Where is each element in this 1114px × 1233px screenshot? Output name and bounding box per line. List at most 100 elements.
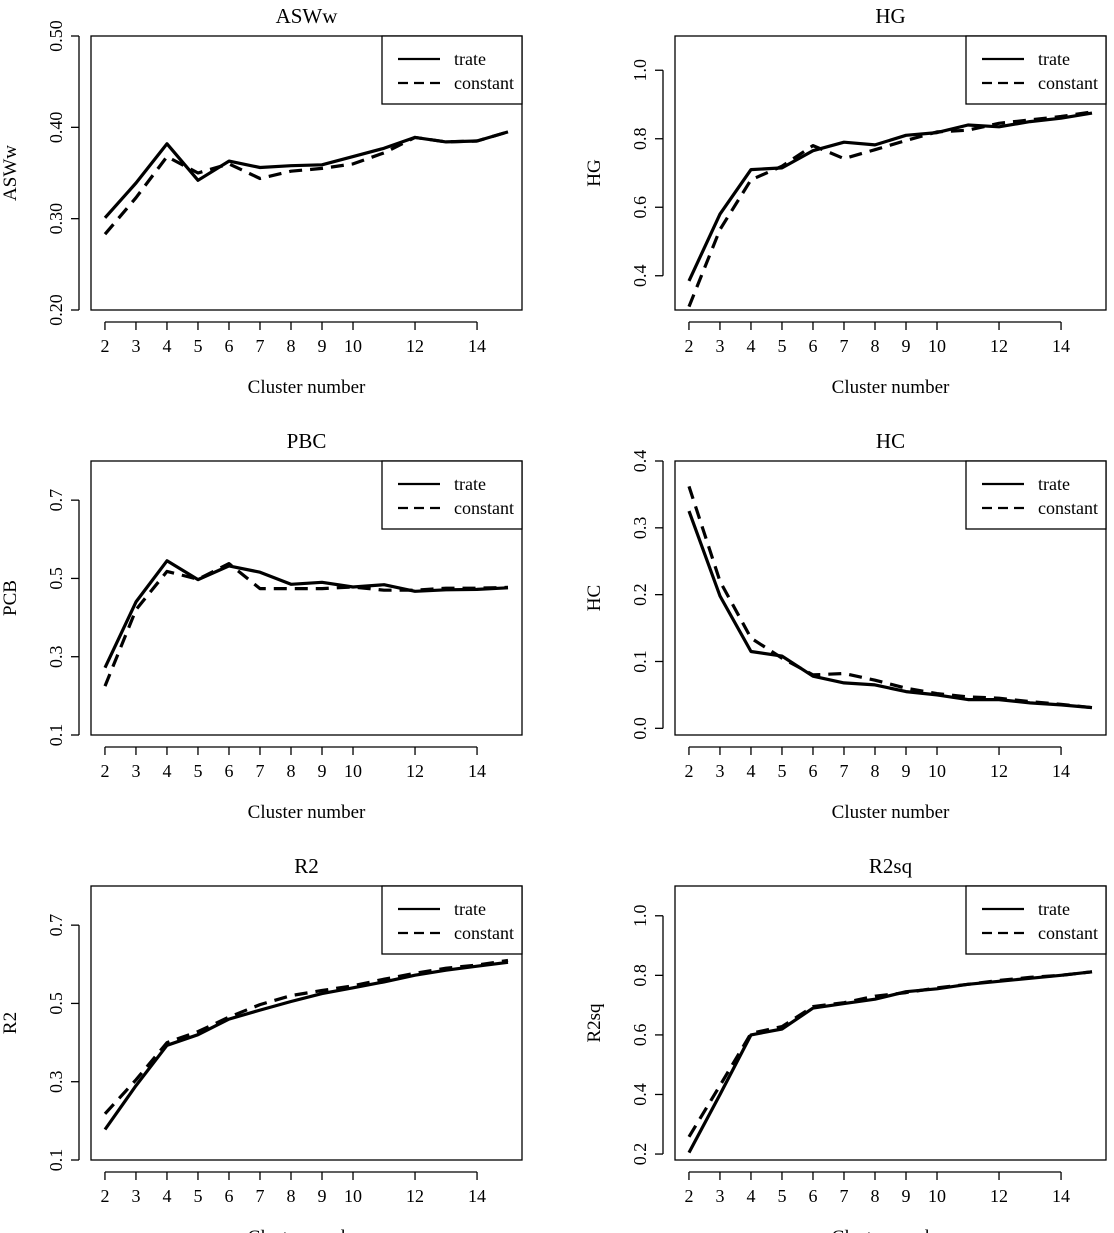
x-tick-label: 6 <box>224 761 233 781</box>
y-axis-label: HC <box>584 585 605 611</box>
x-tick-label: 12 <box>990 336 1008 356</box>
x-axis: 2 3 4 5 6 7 8 9 10 12 14 <box>684 746 1070 781</box>
y-tick-label: 0.2 <box>630 1143 650 1166</box>
x-tick-label: 14 <box>1052 336 1070 356</box>
y-tick-label: 0.6 <box>630 1024 650 1047</box>
x-tick-label: 14 <box>468 336 486 356</box>
x-axis-label: Cluster number <box>832 1227 950 1233</box>
legend: trate constant <box>381 35 523 105</box>
x-axis: 2 3 4 5 6 7 8 9 10 12 14 <box>684 321 1070 356</box>
series-trate <box>103 960 509 1131</box>
x-tick-label: 4 <box>746 1186 755 1206</box>
y-tick-label: 0.2 <box>630 583 650 606</box>
chart-title: R2 <box>294 854 319 878</box>
legend: trate constant <box>381 460 523 530</box>
x-tick-label: 3 <box>715 336 724 356</box>
x-tick-label: 5 <box>777 1186 786 1206</box>
x-tick-label: 7 <box>839 336 848 356</box>
x-tick-label: 12 <box>406 336 424 356</box>
y-axis: 0.1 0.3 0.5 0.7 <box>46 489 80 747</box>
x-tick-label: 4 <box>162 1186 171 1206</box>
x-tick-label: 5 <box>193 1186 202 1206</box>
plot-frame <box>90 35 523 311</box>
y-tick-label: 0.1 <box>46 1149 66 1172</box>
x-tick-label: 8 <box>286 761 295 781</box>
x-tick-label: 12 <box>406 1186 424 1206</box>
x-tick-label: 14 <box>468 1186 486 1206</box>
y-tick-label: 0.3 <box>630 517 650 540</box>
x-tick-label: 8 <box>286 336 295 356</box>
x-tick-label: 8 <box>870 336 879 356</box>
legend-box <box>965 885 1107 955</box>
chart-title: HG <box>875 4 905 28</box>
y-axis: 0.1 0.3 0.5 0.7 <box>46 914 80 1172</box>
x-tick-label: 3 <box>715 1186 724 1206</box>
legend-box <box>381 35 523 105</box>
legend-label-trate: trate <box>1038 899 1070 919</box>
x-tick-label: 7 <box>255 761 264 781</box>
series-trate <box>103 130 509 219</box>
x-tick-label: 10 <box>928 1186 946 1206</box>
y-tick-label: 0.7 <box>46 914 66 937</box>
legend-label-constant: constant <box>1038 73 1098 93</box>
x-tick-label: 3 <box>131 761 140 781</box>
y-axis: 0.0 0.1 0.2 0.3 0.4 <box>630 450 664 740</box>
series-constant <box>687 970 1093 1138</box>
x-tick-label: 10 <box>344 336 362 356</box>
x-tick-label: 9 <box>318 1186 327 1206</box>
series-line-trate <box>103 960 509 1131</box>
x-tick-label: 5 <box>193 336 202 356</box>
y-axis-label: R2sq <box>584 1003 605 1043</box>
x-tick-label: 8 <box>286 1186 295 1206</box>
series-constant <box>103 958 509 1115</box>
legend: trate constant <box>965 460 1107 530</box>
series-line-trate <box>687 970 1093 1154</box>
y-tick-label: 0.3 <box>46 645 66 668</box>
plot-frame <box>674 460 1107 736</box>
chart-panel-r2: R223456789101214Cluster number0.10.30.50… <box>0 854 523 1233</box>
chart-title: R2sq <box>869 854 913 878</box>
series-constant <box>687 110 1093 308</box>
legend-box <box>965 35 1107 105</box>
series-line-constant <box>103 958 509 1115</box>
legend: trate constant <box>965 35 1107 105</box>
legend-label-trate: trate <box>454 474 486 494</box>
x-tick-label: 2 <box>100 336 109 356</box>
x-tick-label: 14 <box>1052 761 1070 781</box>
series-constant <box>103 130 509 236</box>
y-tick-label: 0.20 <box>46 294 66 326</box>
y-tick-label: 0.40 <box>46 112 66 144</box>
y-tick-label: 0.1 <box>46 724 66 747</box>
x-tick-label: 7 <box>839 1186 848 1206</box>
x-tick-label: 2 <box>684 1186 693 1206</box>
x-tick-label: 6 <box>224 1186 233 1206</box>
legend-box <box>965 460 1107 530</box>
series-trate <box>687 510 1093 710</box>
x-tick-label: 6 <box>224 336 233 356</box>
x-tick-label: 9 <box>318 336 327 356</box>
series-trate <box>687 111 1093 282</box>
y-tick-label: 0.0 <box>630 717 650 740</box>
x-tick-label: 5 <box>777 761 786 781</box>
x-tick-label: 2 <box>100 761 109 781</box>
plot-frame <box>674 35 1107 311</box>
x-axis: 2 3 4 5 6 7 8 9 10 12 14 <box>684 1171 1070 1206</box>
x-tick-label: 4 <box>162 761 171 781</box>
x-tick-label: 4 <box>746 336 755 356</box>
x-axis: 2 3 4 5 6 7 8 9 10 12 14 <box>100 321 486 356</box>
legend-label-constant: constant <box>454 498 514 518</box>
x-axis-label: Cluster number <box>832 802 950 823</box>
plot-frame <box>674 885 1107 1161</box>
chart-title: HC <box>876 429 905 453</box>
y-tick-label: 0.1 <box>630 650 650 673</box>
legend-box <box>381 460 523 530</box>
y-axis: 0.2 0.4 0.6 0.8 1.0 <box>630 905 664 1166</box>
y-tick-label: 0.3 <box>46 1070 66 1093</box>
x-tick-label: 8 <box>870 761 879 781</box>
y-axis-label: R2 <box>0 1012 21 1034</box>
x-axis-label: Cluster number <box>248 1227 366 1233</box>
x-tick-label: 9 <box>902 761 911 781</box>
y-tick-label: 0.6 <box>630 196 650 219</box>
